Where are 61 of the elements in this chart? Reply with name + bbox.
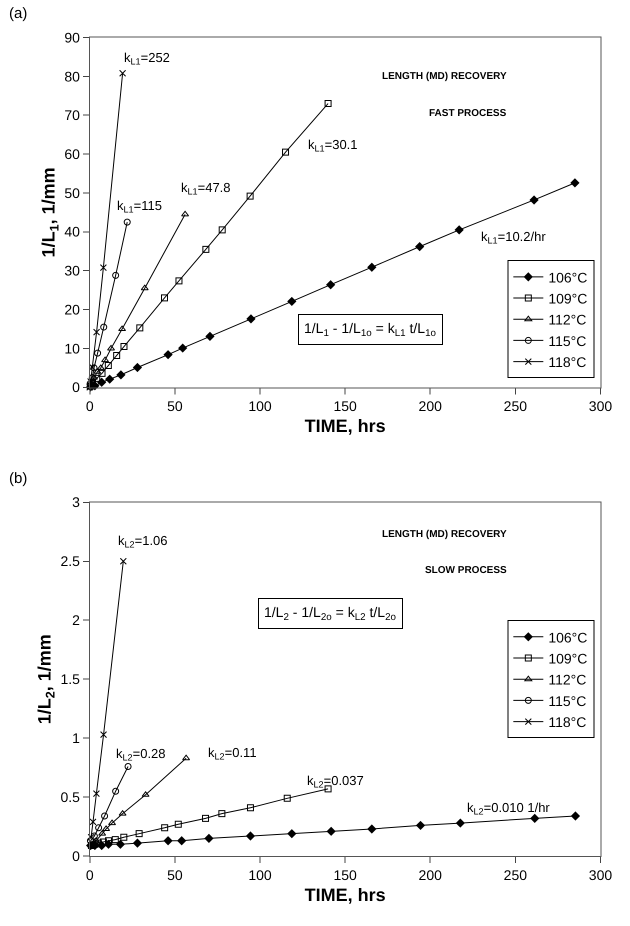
annotation: 1/L$_{2}$ - 1/L$_{2o}$ = k$_{L2}$ t/L$_{2o}$ xyxy=(264,604,397,623)
y-tick-label: 70 xyxy=(64,107,80,124)
text: FAST PROCESS xyxy=(429,108,507,119)
annotation: k$_{L2}$=1.06 xyxy=(118,533,168,550)
y-tick-label: 20 xyxy=(64,301,80,318)
text: (a) xyxy=(9,5,28,22)
annotation: k$_{L1}$=252 xyxy=(124,50,170,67)
y-tick-label: 30 xyxy=(64,262,80,279)
legend-label: 106°C xyxy=(548,269,588,286)
y-tick-label: 80 xyxy=(64,68,80,84)
x-tick-label: 50 xyxy=(167,866,183,883)
annotation: k$_{L2}$=0.037 xyxy=(307,773,364,790)
x-axis-title: TIME, hrs xyxy=(304,884,386,905)
annotation: k$_{L1}$=115 xyxy=(117,198,162,215)
y-tick-label: 60 xyxy=(64,146,80,162)
y-tick-label: 2 xyxy=(72,612,80,628)
x-tick-label: 50 xyxy=(167,398,183,414)
y-tick-label: 1 xyxy=(72,730,80,746)
y-tick-label: 0 xyxy=(72,379,80,396)
x-tick-label: 250 xyxy=(504,866,528,883)
text: LENGTH (MD) RECOVERY xyxy=(382,529,507,540)
y-tick-label: 2.5 xyxy=(60,553,80,570)
legend-label: 109°C xyxy=(548,650,588,666)
annotation: 1/L$_{1}$ - 1/L$_{1o}$ = k$_{L1}$ t/L$_{1o}$ xyxy=(304,320,437,339)
y-tick-label: 40 xyxy=(64,224,80,240)
legend-label: 118°C xyxy=(548,354,586,370)
annotation: k$_{L1}$=47.8 xyxy=(181,180,231,197)
y-tick-label: 1.5 xyxy=(60,671,80,688)
y-tick-label: 10 xyxy=(64,340,80,356)
text: SLOW PROCESS xyxy=(425,565,508,576)
legend-label: 109°C xyxy=(548,290,588,306)
legend-label: 112°C xyxy=(548,312,586,328)
x-tick-label: 200 xyxy=(418,866,442,883)
x-tick-label: 150 xyxy=(333,866,358,883)
x-tick-label: 100 xyxy=(248,866,272,883)
x-tick-label: 300 xyxy=(588,866,612,883)
y-tick-label: 50 xyxy=(64,184,80,201)
y-tick-label: 3 xyxy=(72,494,80,510)
x-tick-label: 200 xyxy=(418,398,442,414)
annotation: k$_{L1}$=10.2/hr xyxy=(481,229,546,246)
annotation: k$_{L2}$=0.11 xyxy=(208,745,257,762)
annotation: k$_{L2}$=0.28 xyxy=(116,746,166,763)
x-tick-label: 0 xyxy=(86,866,94,883)
x-tick-label: 150 xyxy=(333,398,358,414)
text: LENGTH (MD) RECOVERY xyxy=(382,71,507,82)
x-tick-label: 100 xyxy=(248,398,272,414)
legend-label: 115°C xyxy=(548,332,586,349)
legend-label: 115°C xyxy=(548,692,586,709)
legend-label: 118°C xyxy=(548,714,586,730)
annotation: k$_{L2}$=0.010 1/hr xyxy=(467,800,550,817)
legend-label: 106°C xyxy=(548,629,588,646)
y-tick-label: 0.5 xyxy=(60,789,80,806)
y-tick-label: 90 xyxy=(64,29,80,46)
text: (b) xyxy=(9,470,28,487)
x-axis-title: TIME, hrs xyxy=(304,416,386,436)
x-tick-label: 250 xyxy=(504,398,528,414)
legend-label: 112°C xyxy=(548,672,586,688)
x-tick-label: 0 xyxy=(86,398,94,414)
annotation: k$_{L1}$=30.1 xyxy=(308,137,358,154)
x-tick-label: 300 xyxy=(588,398,612,414)
y-tick-label: 0 xyxy=(72,848,80,864)
